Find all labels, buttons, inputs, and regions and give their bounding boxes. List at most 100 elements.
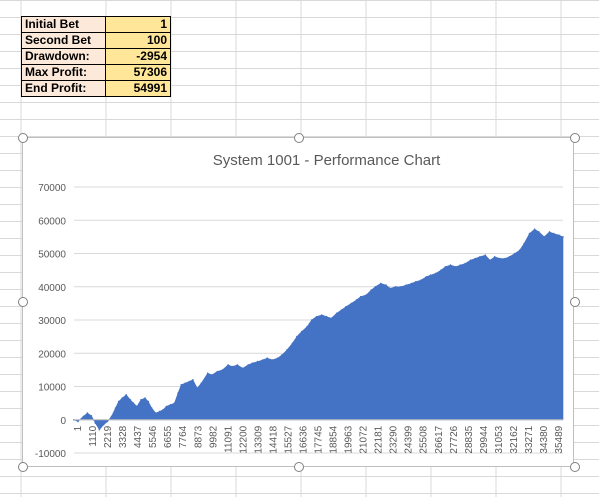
x-tick-label: 1 [73, 425, 84, 431]
resize-handle-top-right[interactable] [570, 133, 580, 143]
stats-label[interactable]: Drawdown: [21, 48, 106, 65]
data-point [231, 365, 233, 368]
x-tick-label: 22181 [374, 425, 385, 453]
x-tick-label: 28835 [464, 425, 475, 453]
data-point [165, 405, 168, 408]
performance-chart[interactable]: System 1001 - Performance Chart 70000 6000… [22, 137, 574, 467]
data-point [350, 302, 353, 305]
stats-row: Initial Bet 1 [21, 16, 171, 33]
x-tick-label: 24399 [404, 425, 415, 453]
data-point [355, 299, 358, 301]
data-point [528, 232, 531, 235]
resize-handle-bottom-center[interactable] [294, 462, 304, 472]
data-point [173, 402, 176, 404]
data-point [380, 282, 382, 285]
data-point [504, 257, 506, 260]
resize-handle-top-center[interactable] [294, 133, 304, 143]
data-point [425, 276, 428, 278]
x-tick-label: 11091 [223, 425, 234, 453]
stats-label[interactable]: Max Profit: [21, 64, 106, 81]
data-point [321, 314, 323, 316]
data-point [98, 428, 101, 431]
x-tick-label: 9982 [208, 425, 219, 448]
x-tick-label: 12200 [238, 425, 249, 453]
stats-label[interactable]: Second Bet [21, 32, 106, 49]
data-point [251, 362, 254, 364]
data-point [455, 266, 457, 268]
data-point [132, 402, 135, 404]
data-point [359, 295, 362, 298]
x-tick-label: 29944 [479, 425, 490, 453]
x-tick-label: 26617 [434, 425, 445, 453]
data-point [474, 257, 477, 260]
data-point [94, 422, 97, 424]
data-point [365, 294, 367, 296]
stats-table: Initial Bet 1 Second Bet 100 Drawdown: -2954 M… [21, 16, 171, 97]
data-point [370, 289, 373, 291]
data-point [177, 392, 179, 394]
data-point [206, 372, 209, 374]
data-point [469, 259, 472, 261]
data-point [144, 397, 146, 399]
data-point [125, 394, 127, 396]
x-tick-label: 7764 [178, 425, 189, 448]
resize-handle-bottom-left[interactable] [18, 462, 28, 472]
data-point [256, 360, 259, 363]
x-tick-label: 2219 [103, 425, 114, 448]
data-point [162, 409, 164, 411]
resize-handle-top-left[interactable] [18, 133, 28, 143]
data-point [306, 325, 308, 328]
x-tick-label: 33271 [524, 425, 535, 453]
x-tick-label: 15527 [283, 425, 294, 453]
data-point [266, 357, 268, 359]
data-point [389, 287, 392, 290]
stats-value[interactable]: 57306 [105, 64, 171, 81]
stats-value[interactable]: 1 [105, 16, 171, 33]
resize-handle-middle-right[interactable] [570, 297, 580, 307]
data-point [543, 236, 545, 238]
data-point [169, 404, 172, 406]
data-point [147, 400, 150, 403]
data-point [558, 234, 560, 236]
data-point [276, 357, 279, 359]
stats-label[interactable]: End Profit: [21, 80, 106, 97]
x-tick-label: 14418 [268, 425, 279, 453]
data-point [484, 254, 487, 256]
data-point [548, 231, 551, 233]
data-point [271, 359, 274, 361]
y-tick-label: 60000 [38, 216, 66, 227]
stats-label[interactable]: Initial Bet [21, 16, 106, 33]
data-point [552, 232, 555, 235]
resize-handle-middle-left[interactable] [18, 297, 28, 307]
x-tick-label: 21072 [359, 425, 370, 453]
data-point [374, 286, 377, 288]
y-tick-label: 70000 [38, 183, 66, 194]
data-point [211, 374, 213, 376]
resize-handle-bottom-right[interactable] [570, 462, 580, 472]
data-point [82, 415, 85, 418]
x-tick-label: 32162 [509, 425, 520, 453]
data-point [281, 354, 283, 356]
data-point [262, 359, 264, 361]
data-point [129, 399, 132, 401]
x-tick-label: 5546 [148, 425, 159, 448]
data-point [434, 272, 437, 275]
y-tick-label: 30000 [38, 316, 66, 327]
stats-value[interactable]: 54991 [105, 80, 171, 97]
x-tick-label: 19963 [344, 425, 355, 453]
data-point [449, 264, 452, 266]
chart-title: System 1001 - Performance Chart [213, 152, 441, 169]
data-point [180, 384, 182, 386]
stats-value[interactable]: 100 [105, 32, 171, 49]
data-point [538, 231, 540, 233]
data-point [227, 364, 229, 366]
x-tick-label: 27726 [449, 425, 460, 453]
stats-value[interactable]: -2954 [105, 48, 171, 65]
data-point [90, 415, 93, 417]
y-tick-label: 20000 [38, 349, 66, 360]
area-series[interactable] [73, 228, 564, 431]
y-tick-label: 50000 [38, 250, 66, 261]
data-point [523, 242, 525, 245]
x-tick-label: 17745 [314, 425, 325, 453]
data-point [121, 397, 123, 399]
